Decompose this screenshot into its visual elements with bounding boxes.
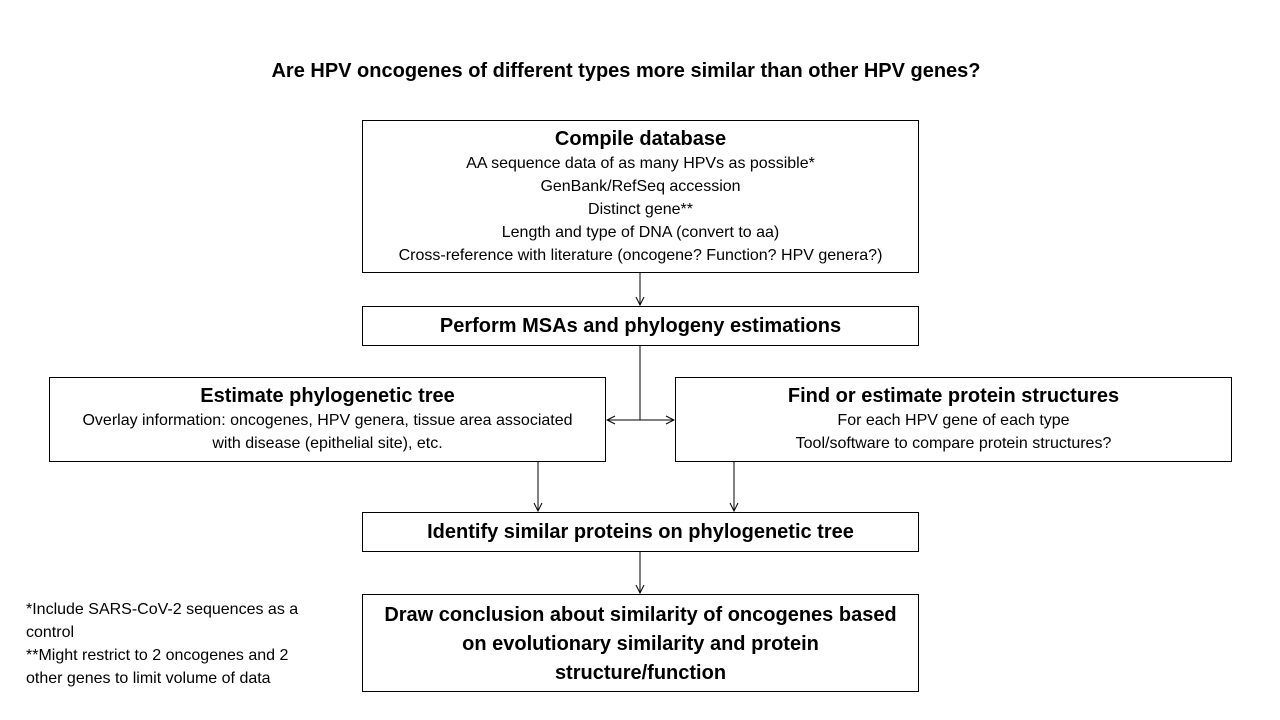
perform-msa-heading: Perform MSAs and phylogeny estimations	[439, 315, 842, 337]
tree-line-1: Overlay information: oncogenes, HPV gene…	[82, 412, 573, 429]
diagram-title: Are HPV oncogenes of different types mor…	[271, 60, 981, 82]
footnote-line-1: *Include SARS-CoV-2 sequences as a	[26, 601, 299, 618]
perform-msa-box: Perform MSAs and phylogeny estimations	[362, 306, 919, 346]
footnote-line-4: other genes to limit volume of data	[26, 670, 271, 687]
conclusion-line-2: on evolutionary similarity and protein	[462, 633, 819, 655]
draw-conclusion-box: Draw conclusion about similarity of onco…	[362, 594, 919, 692]
estimate-tree-box: Estimate phylogenetic tree Overlay infor…	[49, 377, 606, 462]
compile-line-5: Cross-reference with literature (oncogen…	[398, 247, 883, 264]
compile-line-4: Length and type of DNA (convert to aa)	[501, 224, 780, 241]
compile-line-3: Distinct gene**	[588, 201, 693, 218]
compile-database-box: Compile database AA sequence data of as …	[362, 120, 919, 273]
footnote-line-3: **Might restrict to 2 oncogenes and 2	[26, 647, 289, 664]
conclusion-line-3: structure/function	[554, 662, 727, 684]
footnote-line-2: control	[26, 624, 75, 641]
structures-line-1: For each HPV gene of each type	[837, 412, 1070, 429]
compile-line-2: GenBank/RefSeq accession	[540, 178, 741, 195]
compile-line-1: AA sequence data of as many HPVs as poss…	[466, 155, 815, 172]
tree-line-2: with disease (epithelial site), etc.	[212, 435, 443, 452]
protein-structures-box: Find or estimate protein structures For …	[675, 377, 1232, 462]
identify-proteins-heading: Identify similar proteins on phylogeneti…	[427, 521, 854, 543]
protein-structures-heading: Find or estimate protein structures	[787, 385, 1120, 407]
identify-proteins-box: Identify similar proteins on phylogeneti…	[362, 512, 919, 552]
structures-line-2: Tool/software to compare protein structu…	[795, 435, 1112, 452]
compile-database-heading: Compile database	[554, 128, 727, 150]
estimate-tree-heading: Estimate phylogenetic tree	[200, 385, 455, 407]
footnotes: *Include SARS-CoV-2 sequences as a contr…	[26, 598, 346, 690]
conclusion-line-1: Draw conclusion about similarity of onco…	[384, 604, 897, 626]
